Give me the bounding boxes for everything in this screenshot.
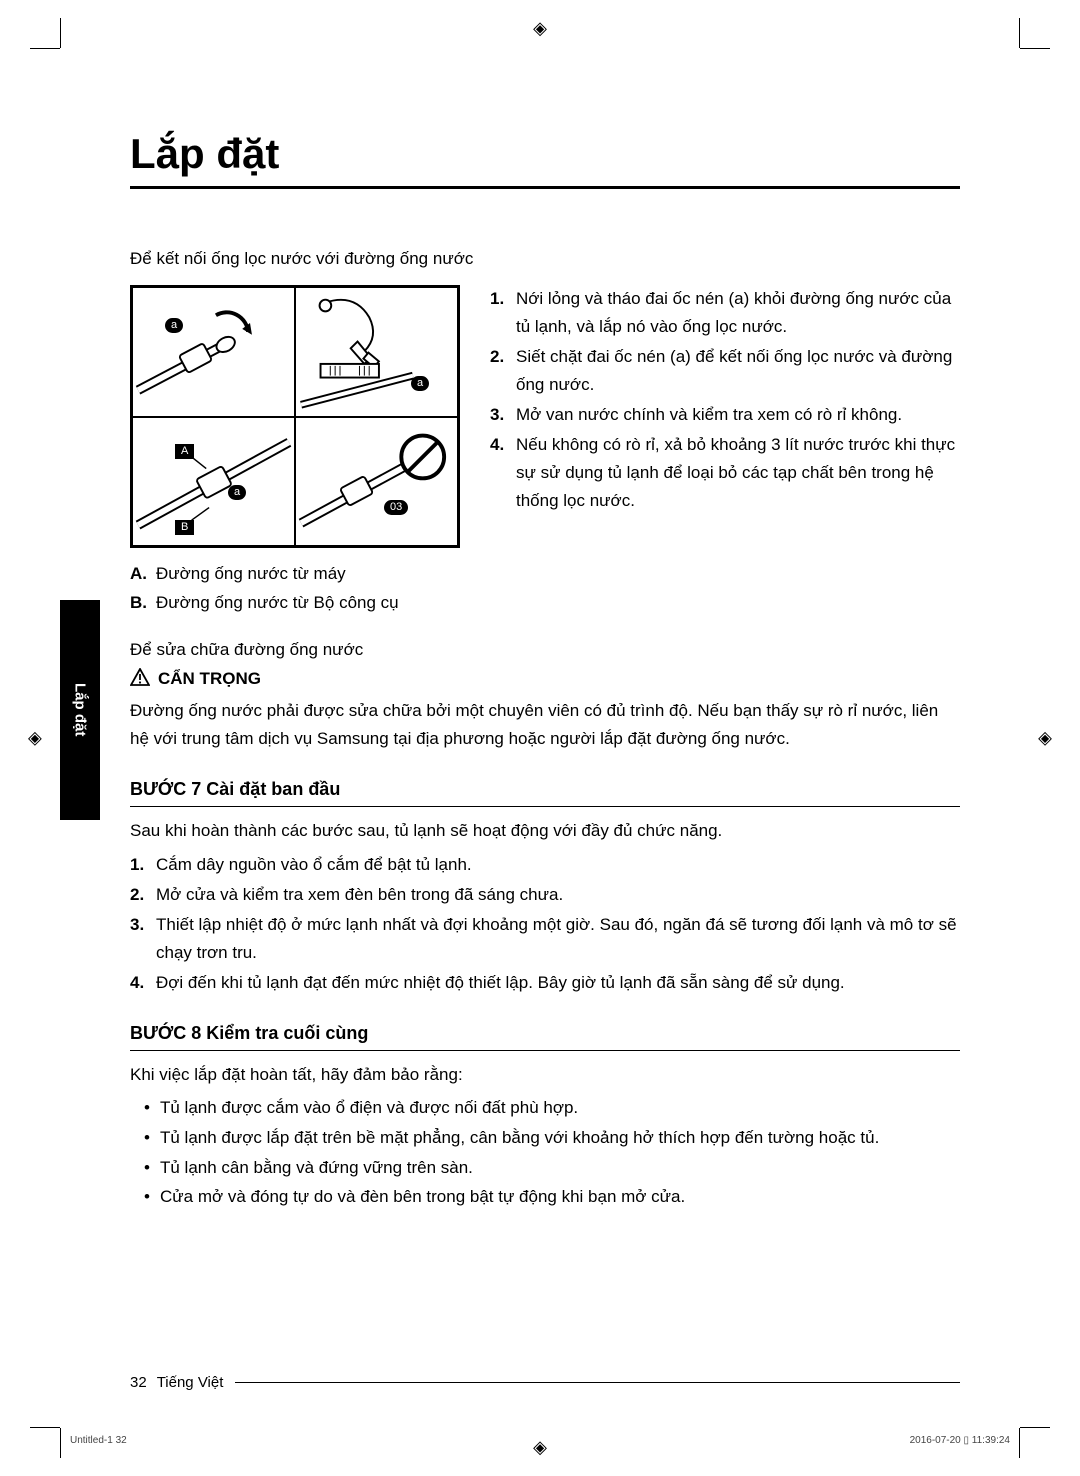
step8-heading: BƯỚC 8 Kiểm tra cuối cùng [130, 1023, 960, 1051]
list-item: Tủ lạnh cân bằng và đứng vững trên sàn. [130, 1153, 960, 1183]
steps-column: Nới lỏng và tháo đai ốc nén (a) khỏi đườ… [490, 285, 960, 618]
legend-letter: B. [130, 589, 147, 618]
diagram-label-03: 03 [384, 500, 408, 515]
list-item: Mở van nước chính và kiểm tra xem có rò … [490, 401, 960, 429]
diagram-legend: A. Đường ống nước từ máy B. Đường ống nước… [130, 560, 460, 618]
page-footer: 32 Tiếng Việt [130, 1374, 960, 1391]
footer-rule [235, 1382, 960, 1383]
step7-heading: BƯỚC 7 Cài đặt ban đầu [130, 779, 960, 807]
list-item: Thiết lập nhiệt độ ở mức lạnh nhất và đợ… [130, 911, 960, 967]
list-item: Nếu không có rò rỉ, xả bỏ khoảng 3 lít n… [490, 431, 960, 515]
legend-text: Đường ống nước từ máy [156, 564, 346, 583]
diagram-cell-1: a [132, 287, 295, 417]
list-item: Tủ lạnh được lắp đặt trên bề mặt phẳng, … [130, 1123, 960, 1153]
list-item: Cửa mở và đóng tự do và đèn bên trong bậ… [130, 1182, 960, 1212]
diagram-grid: a a [130, 285, 460, 548]
step7-intro: Sau khi hoàn thành các bước sau, tủ lạnh… [130, 817, 960, 845]
diagram-label-a: a [165, 318, 183, 333]
connect-steps-list: Nới lỏng và tháo đai ốc nén (a) khỏi đườ… [490, 285, 960, 515]
list-item: Tủ lạnh được cắm vào ổ điện và được nối … [130, 1093, 960, 1123]
list-item: Nới lỏng và tháo đai ốc nén (a) khỏi đườ… [490, 285, 960, 341]
diagram-cell-4: 03 [295, 417, 458, 547]
step8-intro: Khi việc lắp đặt hoàn tất, hãy đảm bảo r… [130, 1061, 960, 1089]
diagram-column: a a [130, 285, 460, 618]
diagram-cell-2: a [295, 287, 458, 417]
list-item: Đợi đến khi tủ lạnh đạt đến mức nhiệt độ… [130, 969, 960, 997]
list-item: Siết chặt đai ốc nén (a) để kết nối ống … [490, 343, 960, 399]
repair-subhead: Để sửa chữa đường ống nước [130, 640, 960, 660]
legend-text: Đường ống nước từ Bộ công cụ [156, 593, 399, 612]
warning-icon [130, 668, 150, 691]
print-meta-left: Untitled-1 32 [70, 1435, 127, 1446]
language-label: Tiếng Việt [157, 1374, 224, 1391]
diagram-label-a: a [228, 485, 246, 500]
diagram-label-B: B [175, 520, 194, 535]
warning-row: CẨN TRỌNG [130, 668, 960, 691]
repair-body: Đường ống nước phải được sửa chữa bởi mộ… [130, 697, 960, 753]
diagram-label-a: a [411, 376, 429, 391]
step7-list: Cắm dây nguồn vào ổ cắm để bật tủ lạnh. … [130, 851, 960, 997]
legend-letter: A. [130, 560, 147, 589]
legend-item: B. Đường ống nước từ Bộ công cụ [130, 589, 460, 618]
diagram-cell-3: A a B [132, 417, 295, 547]
connect-intro: Để kết nối ống lọc nước với đường ống nư… [130, 249, 960, 269]
page-title: Lắp đặt [130, 130, 960, 189]
diagram-label-A: A [175, 444, 194, 459]
warning-label: CẨN TRỌNG [158, 669, 261, 689]
list-item: Cắm dây nguồn vào ổ cắm để bật tủ lạnh. [130, 851, 960, 879]
page-number: 32 [130, 1374, 147, 1391]
legend-item: A. Đường ống nước từ máy [130, 560, 460, 589]
print-meta-right: 2016-07-20 ▯ 11:39:24 [910, 1435, 1010, 1446]
step8-list: Tủ lạnh được cắm vào ổ điện và được nối … [130, 1093, 960, 1212]
list-item: Mở cửa và kiểm tra xem đèn bên trong đã … [130, 881, 960, 909]
